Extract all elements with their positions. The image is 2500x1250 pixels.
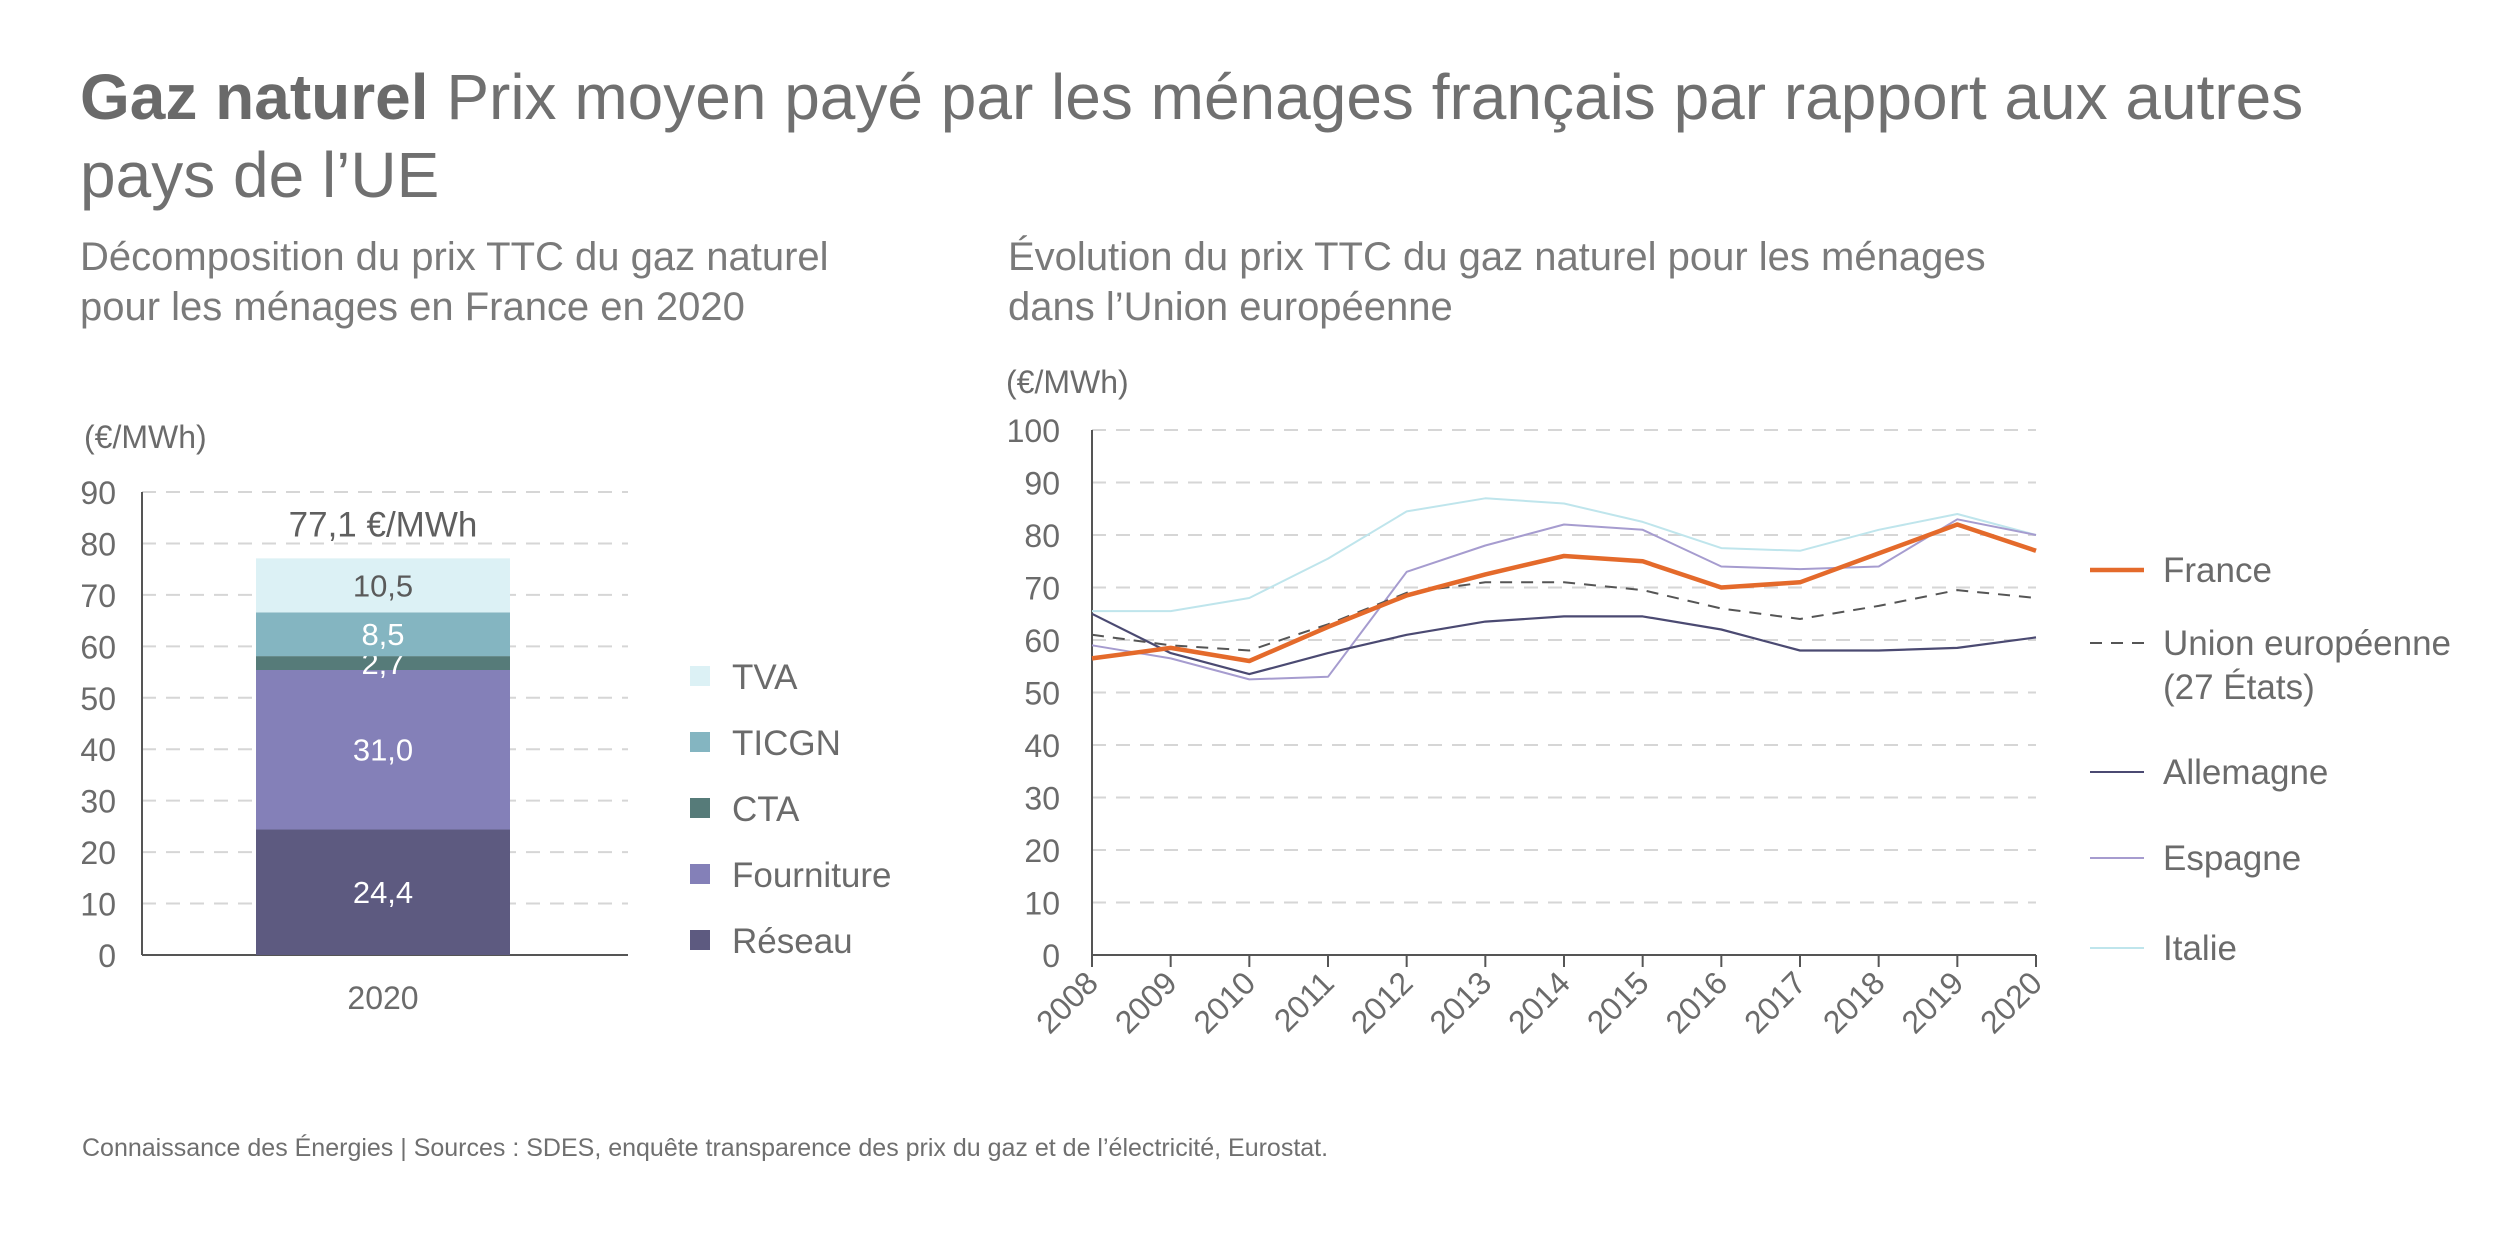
y-tick-label: 70 bbox=[80, 578, 116, 614]
series-line-allemagne bbox=[1091, 612, 2037, 676]
y-tick-label: 100 bbox=[1007, 413, 1060, 449]
x-tick-label: 2013 bbox=[1422, 964, 1498, 1040]
x-tick-label: 2016 bbox=[1658, 964, 1734, 1040]
y-tick-label: 80 bbox=[1024, 518, 1060, 554]
y-tick-label: 0 bbox=[1042, 938, 1060, 974]
legend-swatch-ticgn bbox=[690, 732, 710, 752]
legend-label: France bbox=[2163, 551, 2272, 590]
x-tick-label: 2009 bbox=[1108, 964, 1184, 1040]
y-tick-label: 50 bbox=[80, 681, 116, 717]
legend-label: Réseau bbox=[732, 922, 853, 961]
page-title: Gaz naturel Prix moyen payé par les ména… bbox=[80, 58, 2440, 214]
legend-label: Italie bbox=[2163, 929, 2237, 968]
legend-label-line2: (27 États) bbox=[2163, 668, 2315, 707]
y-tick-label: 30 bbox=[1024, 781, 1060, 817]
bar-segment-fourniture bbox=[256, 669, 510, 830]
x-tick-label: 2019 bbox=[1894, 964, 1970, 1040]
bar-segment-réseau bbox=[256, 829, 510, 955]
legend-swatch-fourniture bbox=[690, 864, 710, 884]
y-axis-label: (€/MWh) bbox=[1006, 364, 1129, 400]
x-tick-label: 2014 bbox=[1501, 964, 1577, 1040]
x-category-label: 2020 bbox=[347, 980, 418, 1016]
series-line-france bbox=[1091, 522, 2037, 664]
x-tick-label: 2017 bbox=[1737, 964, 1813, 1040]
y-tick-label: 80 bbox=[80, 526, 116, 562]
series-line-ue bbox=[1091, 581, 2037, 652]
y-tick-label: 30 bbox=[80, 784, 116, 820]
y-tick-label: 40 bbox=[1024, 728, 1060, 764]
y-tick-label: 40 bbox=[80, 732, 116, 768]
left-chart-subtitle: Décomposition du prix TTC du gaz naturel… bbox=[80, 235, 829, 329]
legend-label: Union européenne bbox=[2163, 624, 2451, 663]
x-tick-label: 2020 bbox=[1973, 964, 2049, 1040]
series-line-espagne bbox=[1091, 518, 2037, 681]
x-tick-label: 2015 bbox=[1580, 964, 1656, 1040]
data-label: 31,0 bbox=[353, 733, 413, 768]
data-label: 8,5 bbox=[361, 617, 404, 652]
legend-label: CTA bbox=[732, 790, 800, 829]
y-tick-label: 50 bbox=[1024, 676, 1060, 712]
y-tick-label: 70 bbox=[1024, 571, 1060, 607]
bar-segment-tva bbox=[256, 558, 510, 613]
stacked-bar-chart: 0102030405060708090(€/MWh)24,431,02,78,5… bbox=[80, 419, 892, 1016]
title-rest: Prix moyen payé par les ménages français… bbox=[80, 61, 2304, 211]
data-label: 10,5 bbox=[353, 568, 413, 603]
legend-label: Fourniture bbox=[732, 856, 892, 895]
title-bold: Gaz naturel bbox=[80, 61, 429, 133]
legend-swatch-cta bbox=[690, 798, 710, 818]
x-tick-label: 2010 bbox=[1186, 964, 1262, 1040]
y-tick-label: 20 bbox=[1024, 833, 1060, 869]
data-label: 24,4 bbox=[353, 875, 413, 910]
bar-segment-cta bbox=[256, 656, 510, 670]
legend-label: Espagne bbox=[2163, 839, 2301, 878]
y-tick-label: 60 bbox=[1024, 623, 1060, 659]
legend-label: Allemagne bbox=[2163, 753, 2328, 792]
y-tick-label: 0 bbox=[98, 938, 116, 974]
footer-source: Connaissance des Énergies | Sources : SD… bbox=[82, 1134, 1329, 1162]
bar-segment-ticgn bbox=[256, 612, 510, 657]
y-tick-label: 10 bbox=[80, 887, 116, 923]
legend-label: TVA bbox=[732, 658, 798, 697]
y-tick-label: 60 bbox=[80, 629, 116, 665]
y-tick-label: 90 bbox=[80, 475, 116, 511]
y-tick-label: 90 bbox=[1024, 466, 1060, 502]
x-tick-label: 2011 bbox=[1267, 964, 1341, 1038]
x-tick-label: 2008 bbox=[1029, 964, 1105, 1040]
right-chart-subtitle: Évolution du prix TTC du gaz naturel pou… bbox=[1008, 235, 1986, 329]
y-axis-label: (€/MWh) bbox=[84, 419, 207, 455]
x-tick-label: 2012 bbox=[1344, 964, 1420, 1040]
x-tick-label: 2018 bbox=[1816, 964, 1892, 1040]
y-tick-label: 10 bbox=[1024, 886, 1060, 922]
legend-swatch-réseau bbox=[690, 930, 710, 950]
legend-label: TICGN bbox=[732, 724, 841, 763]
series-line-italie bbox=[1092, 497, 2037, 613]
total-label: 77,1 €/MWh bbox=[289, 505, 478, 544]
y-tick-label: 20 bbox=[80, 835, 116, 871]
legend-swatch-tva bbox=[690, 666, 710, 686]
